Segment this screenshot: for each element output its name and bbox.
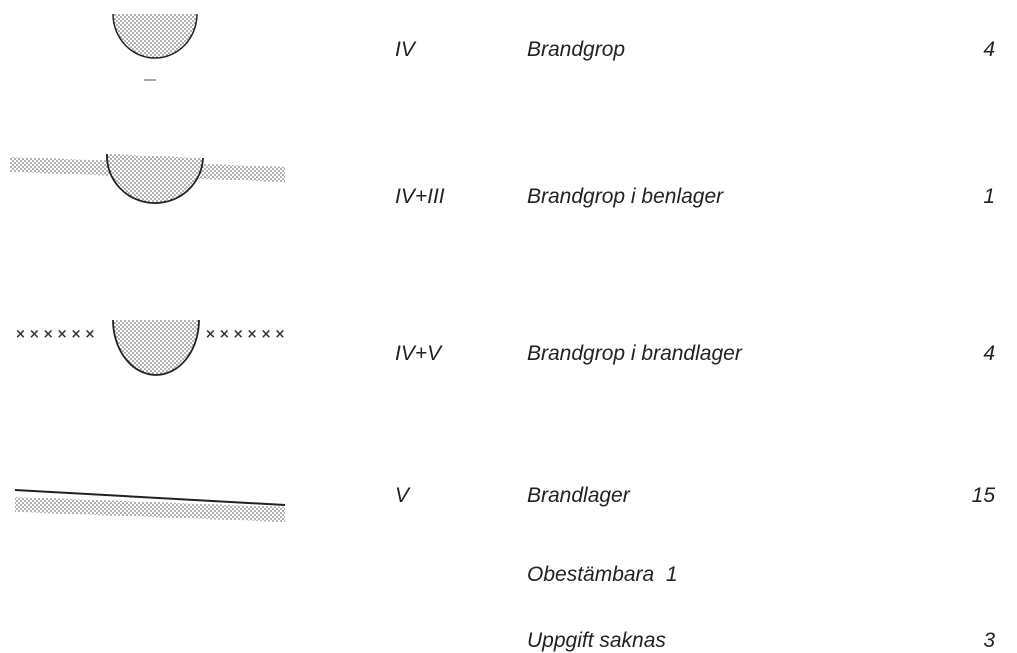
row-count: 4 (983, 38, 995, 61)
row-label: Obestämbara 1 (527, 563, 678, 587)
svg-text:××××××: ×××××× (15, 327, 98, 342)
row-count: 4 (983, 342, 995, 365)
row-label: Brandgrop i benlager (527, 185, 724, 208)
pit-in-fire-layer-symbol: ×××××× ×××××× (15, 319, 288, 376)
row-code: V (395, 484, 410, 507)
row-code: IV+V (395, 342, 442, 365)
row-label: Brandlager (527, 484, 630, 507)
row-count: 1 (983, 185, 995, 208)
row-label: Brandgrop (527, 38, 626, 61)
row-count: 15 (971, 484, 995, 507)
pit-symbol (112, 13, 198, 81)
row-count: 3 (983, 629, 995, 652)
svg-text:××××××: ×××××× (205, 327, 288, 342)
row-label: Uppgift saknas (527, 629, 666, 652)
fire-layer-symbol (14, 489, 286, 522)
row-label-text: Obestämbara (527, 563, 655, 586)
pit-in-bone-layer-symbol (10, 153, 285, 204)
row-code: IV+III (395, 185, 445, 208)
row-label: Brandgrop i brandlager (527, 342, 742, 365)
row-code: IV (395, 38, 415, 61)
row-count: 1 (665, 563, 678, 586)
